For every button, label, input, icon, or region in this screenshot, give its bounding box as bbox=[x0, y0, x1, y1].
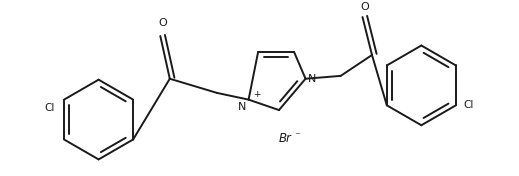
Text: Cl: Cl bbox=[44, 103, 54, 113]
Text: N: N bbox=[238, 102, 247, 112]
Text: O: O bbox=[158, 18, 167, 28]
Text: Br: Br bbox=[279, 132, 292, 145]
Text: ⁻: ⁻ bbox=[294, 132, 300, 142]
Text: Cl: Cl bbox=[463, 100, 474, 110]
Text: O: O bbox=[360, 2, 369, 12]
Text: +: + bbox=[253, 90, 261, 99]
Text: N: N bbox=[307, 74, 316, 84]
